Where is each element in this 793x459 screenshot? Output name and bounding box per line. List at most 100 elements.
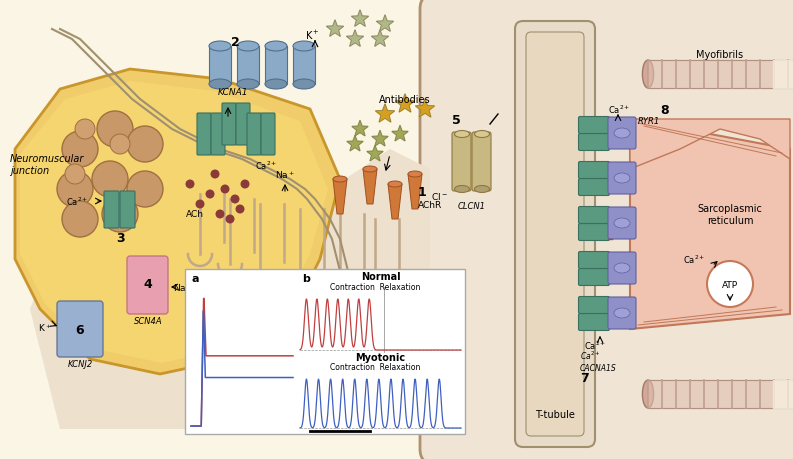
- Ellipse shape: [388, 182, 402, 188]
- Circle shape: [57, 172, 93, 207]
- Circle shape: [186, 180, 194, 189]
- Text: 7: 7: [580, 371, 588, 384]
- Ellipse shape: [237, 42, 259, 52]
- Ellipse shape: [363, 167, 377, 173]
- Ellipse shape: [209, 42, 231, 52]
- Circle shape: [205, 190, 214, 199]
- Text: 8: 8: [660, 103, 668, 116]
- Text: K$^+$: K$^+$: [38, 321, 52, 333]
- Text: 2: 2: [231, 35, 239, 48]
- Ellipse shape: [293, 42, 315, 52]
- Polygon shape: [396, 95, 415, 113]
- Ellipse shape: [209, 80, 231, 90]
- Bar: [209, 47, 231, 85]
- FancyBboxPatch shape: [608, 162, 636, 195]
- Ellipse shape: [408, 172, 422, 178]
- Polygon shape: [20, 82, 328, 363]
- Polygon shape: [371, 31, 389, 47]
- FancyBboxPatch shape: [261, 114, 275, 156]
- Text: Ca$^{2+}$: Ca$^{2+}$: [584, 339, 607, 352]
- Ellipse shape: [454, 131, 469, 138]
- Polygon shape: [347, 136, 363, 151]
- FancyBboxPatch shape: [127, 257, 168, 314]
- Circle shape: [240, 180, 250, 189]
- FancyBboxPatch shape: [452, 133, 471, 191]
- Ellipse shape: [614, 308, 630, 318]
- FancyBboxPatch shape: [185, 269, 465, 434]
- FancyBboxPatch shape: [579, 252, 610, 269]
- Polygon shape: [392, 126, 408, 141]
- Text: RYR1: RYR1: [638, 117, 661, 126]
- Text: 5: 5: [452, 114, 461, 127]
- FancyBboxPatch shape: [608, 207, 636, 240]
- FancyBboxPatch shape: [120, 191, 135, 229]
- Polygon shape: [347, 31, 363, 47]
- Ellipse shape: [614, 129, 630, 139]
- Circle shape: [65, 165, 85, 185]
- Circle shape: [75, 120, 95, 140]
- Circle shape: [236, 205, 244, 214]
- Ellipse shape: [265, 80, 287, 90]
- Polygon shape: [333, 179, 347, 214]
- Text: Normal: Normal: [361, 271, 400, 281]
- Text: AChR: AChR: [418, 200, 442, 209]
- Text: ACh: ACh: [186, 210, 204, 218]
- Circle shape: [220, 185, 229, 194]
- FancyBboxPatch shape: [579, 117, 610, 134]
- Circle shape: [110, 134, 130, 155]
- Polygon shape: [15, 70, 340, 374]
- FancyBboxPatch shape: [579, 297, 610, 314]
- Text: Ca$^{2+}$: Ca$^{2+}$: [683, 253, 705, 266]
- Text: Myofibrils: Myofibrils: [696, 50, 744, 60]
- FancyBboxPatch shape: [579, 207, 610, 224]
- FancyBboxPatch shape: [247, 114, 261, 156]
- Polygon shape: [363, 170, 377, 205]
- Polygon shape: [377, 16, 393, 32]
- Polygon shape: [376, 105, 394, 123]
- Circle shape: [196, 200, 205, 209]
- Polygon shape: [367, 146, 383, 162]
- Text: Ca$^{2+}$: Ca$^{2+}$: [608, 103, 630, 116]
- FancyBboxPatch shape: [579, 179, 610, 196]
- Text: ATP: ATP: [722, 280, 738, 289]
- Polygon shape: [30, 150, 430, 429]
- Ellipse shape: [265, 42, 287, 52]
- Ellipse shape: [614, 218, 630, 229]
- Bar: [265, 47, 287, 85]
- Text: Neuromuscular
junction: Neuromuscular junction: [10, 154, 84, 175]
- Text: SCN4A: SCN4A: [134, 316, 163, 325]
- Circle shape: [231, 195, 239, 204]
- Circle shape: [127, 172, 163, 207]
- Text: CLCN1: CLCN1: [458, 202, 486, 211]
- Circle shape: [707, 262, 753, 308]
- Circle shape: [210, 170, 220, 179]
- Text: Sarcoplasmic
reticulum: Sarcoplasmic reticulum: [698, 204, 762, 225]
- Polygon shape: [408, 174, 422, 210]
- FancyBboxPatch shape: [579, 314, 610, 331]
- Text: 4: 4: [144, 278, 152, 291]
- FancyBboxPatch shape: [608, 297, 636, 329]
- Polygon shape: [372, 131, 388, 146]
- Polygon shape: [416, 100, 435, 118]
- FancyBboxPatch shape: [222, 104, 236, 146]
- Polygon shape: [351, 11, 369, 27]
- Text: 6: 6: [75, 323, 84, 336]
- Polygon shape: [388, 185, 402, 219]
- Polygon shape: [352, 121, 368, 137]
- FancyBboxPatch shape: [472, 133, 491, 191]
- FancyBboxPatch shape: [515, 22, 595, 447]
- Circle shape: [62, 132, 98, 168]
- Text: Ca$^{2+}$: Ca$^{2+}$: [66, 196, 88, 208]
- Ellipse shape: [454, 186, 469, 193]
- Text: KCNA1: KCNA1: [218, 88, 248, 97]
- Circle shape: [102, 196, 138, 233]
- FancyBboxPatch shape: [236, 104, 250, 146]
- FancyBboxPatch shape: [526, 33, 584, 436]
- Text: KCNJ2: KCNJ2: [67, 359, 93, 368]
- Bar: [237, 47, 259, 85]
- Polygon shape: [630, 120, 790, 329]
- FancyBboxPatch shape: [420, 0, 793, 459]
- FancyBboxPatch shape: [57, 302, 103, 357]
- Ellipse shape: [293, 80, 315, 90]
- FancyBboxPatch shape: [579, 269, 610, 286]
